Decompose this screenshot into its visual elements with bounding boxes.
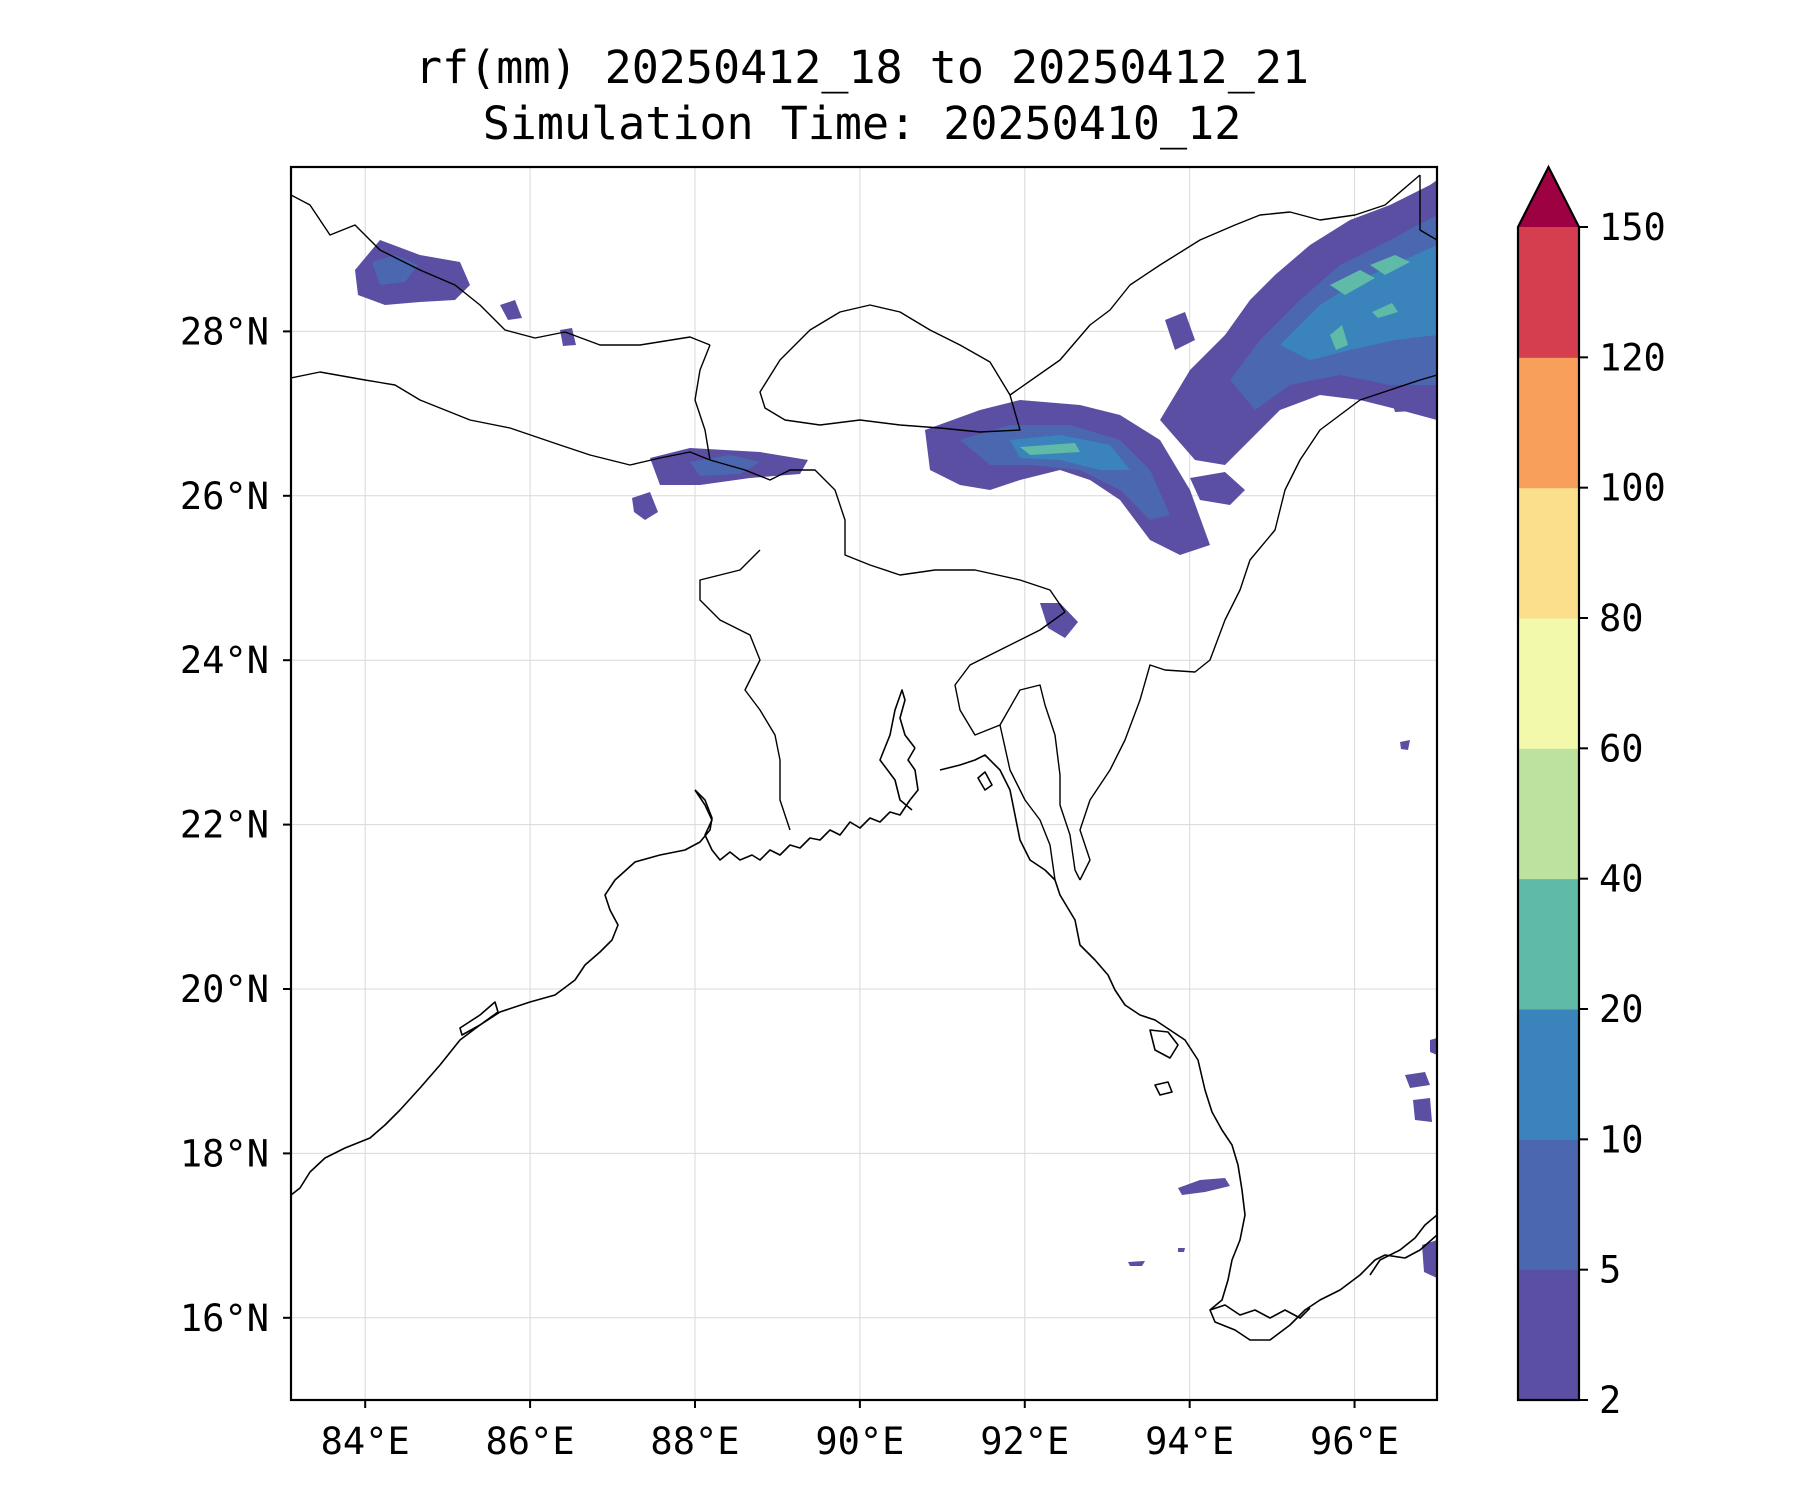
lat-tick-label: 26°N [180, 475, 269, 518]
coastlines [291, 689, 1437, 1341]
rain-area-south-myanmar-2 [1178, 1248, 1185, 1252]
colorbar: 2 5 10 20 40 60 80 100 120 150 [1516, 164, 1666, 1422]
bengal-delta-estuary [879, 689, 916, 811]
rain-area-arunachal-east [1390, 385, 1437, 412]
colorbar-label: 20 [1599, 988, 1644, 1031]
bangladesh-west-border [699, 549, 791, 831]
rain-area-arunachal-peak4 [1372, 303, 1398, 318]
lat-tick-label: 24°N [180, 639, 269, 682]
india-bangladesh-west-border [709, 459, 1066, 613]
colorbar-label: 40 [1599, 858, 1644, 901]
country-borders [291, 174, 1437, 881]
longitude-axis: 84°E 86°E 88°E 90°E 92°E 94°E 96°E [321, 1400, 1399, 1463]
lat-tick-label: 20°N [180, 968, 269, 1011]
lon-tick-label: 84°E [321, 1420, 410, 1463]
rain-area-assam-east [1190, 472, 1245, 505]
lat-tick-label: 22°N [180, 804, 269, 847]
india-myanmar-border [1079, 374, 1437, 881]
ramree-island [1149, 1029, 1179, 1059]
colorbar-segment [1518, 1139, 1579, 1271]
colorbar-extend-arrow [1518, 167, 1579, 227]
rainfall-shading [355, 180, 1437, 1278]
irrawaddy-delta [1209, 1304, 1311, 1319]
colorbar-label: 60 [1599, 727, 1644, 770]
colorbar-label: 5 [1599, 1249, 1621, 1292]
nepal-south-border [291, 371, 711, 466]
colorbar-segment [1518, 357, 1579, 489]
rain-area-sikkim-south [632, 492, 658, 520]
cheduba-island [1154, 1081, 1173, 1096]
lon-tick-label: 88°E [650, 1420, 739, 1463]
colorbar-outline [1516, 164, 1581, 1402]
colorbar-label: 120 [1599, 336, 1666, 379]
rain-area-east-myanmar-1 [1405, 1072, 1430, 1088]
lat-tick-label: 16°N [180, 1297, 269, 1340]
lon-tick-label: 92°E [980, 1420, 1069, 1463]
rain-area-arunachal-peak2 [1370, 255, 1410, 275]
latitude-axis: 16°N 18°N 20°N 22°N 24°N 26°N 28°N [180, 310, 291, 1340]
colorbar-label: 150 [1599, 206, 1666, 249]
myanmar-china-border [1419, 175, 1437, 241]
sikkim-border [694, 344, 711, 461]
tripura-border [999, 724, 1056, 881]
nepal-north-border [291, 194, 711, 346]
sundarbans-coast [694, 747, 919, 861]
rain-area-west-nepal [355, 240, 470, 305]
east-myanmar-coast [1369, 1214, 1437, 1276]
map-title-line1: rf(mm) 20250412_18 to 20250412_21 [415, 41, 1309, 94]
lat-tick-label: 18°N [180, 1132, 269, 1175]
lon-tick-label: 94°E [1145, 1420, 1234, 1463]
rain-area-arunachal-core [1280, 245, 1437, 360]
rain-area-east-myanmar-3 [1430, 1038, 1437, 1055]
colorbar-segment [1518, 1269, 1579, 1401]
colorbar-segment [1518, 1009, 1579, 1140]
colorbar-label: 80 [1599, 597, 1644, 640]
colorbar-segment [1518, 618, 1579, 749]
chittagong-coast [939, 754, 1437, 1341]
india-east-coast [291, 789, 713, 1196]
lon-tick-label: 86°E [486, 1420, 575, 1463]
map-title-line2: Simulation Time: 20250410_12 [483, 97, 1242, 150]
bangladesh-east-border [954, 611, 1081, 881]
colorbar-segment [1518, 878, 1579, 1010]
colorbar-segment [1518, 748, 1579, 880]
rain-area-west-nepal-small [500, 300, 522, 320]
rain-area-arunachal-peak1 [1330, 270, 1375, 295]
rain-area-arunachal-west [1165, 312, 1195, 350]
lat-tick-label: 28°N [180, 310, 269, 353]
colorbar-segment [1518, 487, 1579, 619]
colorbar-label: 2 [1599, 1379, 1621, 1422]
colorbar-label: 100 [1599, 467, 1666, 510]
map-frame [289, 165, 1439, 1402]
lon-tick-label: 90°E [815, 1420, 904, 1463]
lon-tick-label: 96°E [1310, 1420, 1399, 1463]
rain-area-assam-mid [960, 425, 1170, 520]
rain-area-east-myanmar-5 [1400, 740, 1410, 750]
chilika-lagoon [459, 1001, 499, 1036]
rain-area-sikkim-core [690, 455, 760, 476]
rain-area-myanmar-coast [1178, 1178, 1230, 1195]
colorbar-label: 10 [1599, 1118, 1644, 1161]
tibet-arunachal-border [1009, 174, 1421, 396]
colorbar-segment [1518, 227, 1579, 358]
rain-area-east-myanmar-2 [1413, 1098, 1432, 1122]
rain-area-meghalaya [1040, 603, 1078, 638]
rain-area-south-myanmar-1 [1128, 1261, 1145, 1266]
bhola-island [977, 771, 993, 791]
rain-area-east-myanmar-4 [1422, 1240, 1437, 1278]
rain-area-assam-peak [1020, 443, 1080, 455]
rain-area-arunachal-peak3 [1330, 325, 1348, 350]
